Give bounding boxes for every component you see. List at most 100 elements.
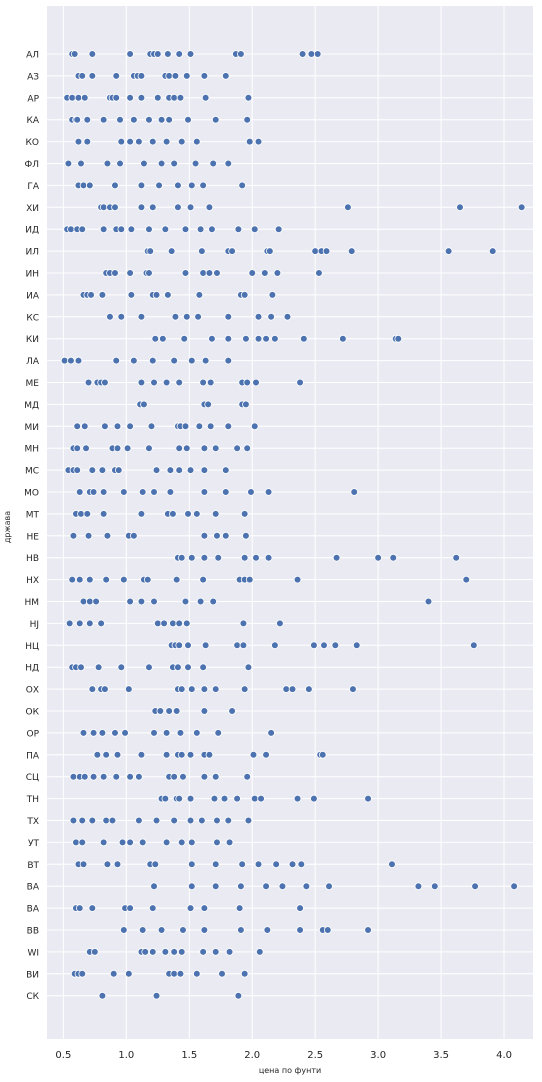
data-point [200, 466, 209, 474]
data-point [118, 838, 127, 847]
data-point [193, 510, 201, 518]
data-point [78, 969, 87, 978]
data-point [113, 422, 122, 431]
data-point [98, 466, 107, 474]
y-tick-label: ВИ [26, 970, 39, 980]
data-point [211, 860, 220, 869]
data-point [234, 225, 243, 234]
data-point [254, 860, 263, 869]
data-point [80, 94, 89, 102]
data-point [99, 225, 108, 234]
data-point [331, 641, 340, 650]
data-point [157, 159, 166, 168]
data-point [93, 750, 102, 759]
y-tick-label: МО [24, 489, 39, 499]
x-tick-label: 3.0 [370, 1050, 386, 1061]
data-point [92, 597, 100, 606]
data-point [161, 794, 170, 803]
data-point [200, 444, 209, 453]
data-point [349, 685, 357, 693]
data-point [162, 729, 171, 737]
data-point [182, 72, 191, 80]
data-point [175, 794, 184, 803]
data-point [79, 181, 88, 190]
data-point [305, 685, 313, 693]
data-point [75, 619, 84, 628]
data-point [68, 94, 76, 102]
y-tick-label: WI [27, 948, 39, 958]
data-point [120, 926, 128, 934]
data-point [237, 882, 245, 890]
data-point [205, 269, 214, 277]
data-point [159, 334, 167, 343]
data-point [68, 575, 76, 584]
data-point [89, 772, 98, 781]
y-tick-label: ПА [26, 751, 40, 761]
data-point [80, 422, 89, 431]
data-point [175, 641, 184, 650]
data-point [293, 575, 302, 584]
data-point [137, 597, 146, 606]
data-point [339, 334, 347, 343]
data-point [205, 203, 214, 212]
data-point [88, 685, 97, 693]
data-point [137, 510, 146, 518]
data-point [186, 50, 195, 58]
data-point [64, 159, 73, 168]
data-point [157, 926, 166, 934]
data-point [206, 378, 215, 387]
y-tick-label: НЦ [25, 642, 39, 652]
y-tick-label: ОК [26, 708, 40, 718]
data-point [283, 312, 292, 321]
data-point [233, 641, 241, 650]
y-tick-label: ХИ [26, 204, 39, 214]
data-point [206, 422, 215, 431]
data-point [213, 816, 221, 825]
data-point [65, 619, 74, 628]
data-point [315, 269, 323, 277]
data-point [252, 378, 260, 387]
data-point [164, 291, 172, 299]
data-point [101, 685, 109, 693]
data-point [211, 772, 220, 781]
data-point [127, 225, 136, 234]
y-tick-label: ВВ [27, 927, 39, 937]
data-point [88, 904, 97, 912]
y-tick-label: НХ [26, 576, 39, 586]
data-point [112, 94, 121, 102]
data-point [147, 422, 156, 431]
data-point [83, 115, 92, 124]
data-point [184, 115, 192, 124]
data-point [237, 926, 245, 934]
data-point [145, 444, 153, 453]
data-point [91, 948, 99, 956]
data-point [211, 948, 220, 956]
data-point [175, 444, 184, 453]
data-point [150, 882, 158, 890]
data-point [177, 750, 186, 759]
data-point [462, 575, 471, 584]
data-point [254, 334, 263, 343]
data-point [175, 619, 184, 628]
data-point [111, 181, 119, 190]
data-point [143, 575, 152, 584]
data-point [145, 115, 153, 124]
data-point [113, 444, 122, 453]
data-point [94, 663, 103, 671]
data-point [263, 926, 272, 934]
data-point [394, 334, 403, 343]
data-point [112, 772, 121, 781]
data-point [274, 225, 283, 234]
y-tick-label: ИЛ [26, 248, 40, 258]
x-tick-label: 0.5 [55, 1050, 71, 1061]
data-point [218, 969, 226, 978]
data-points [60, 50, 526, 1000]
data-point [243, 444, 251, 453]
data-point [170, 159, 178, 168]
data-point [221, 466, 230, 474]
data-point [151, 334, 160, 343]
data-point [257, 794, 265, 803]
data-point [240, 969, 249, 978]
data-point [194, 312, 202, 321]
data-point [78, 72, 87, 80]
